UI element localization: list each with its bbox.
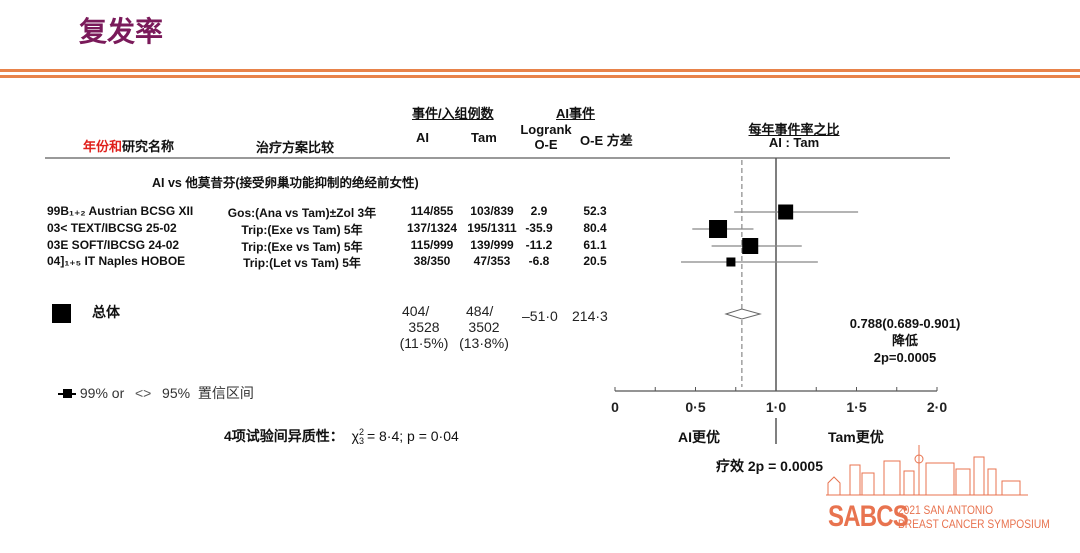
study-oe: -35.9 (525, 221, 553, 235)
divider (0, 69, 1080, 72)
overall-ai: 404/3528 (11·5%) (396, 303, 452, 351)
logo-brand: SABCS (828, 500, 909, 533)
events-header: 事件/入组例数 (412, 106, 494, 121)
chi-sup: 2 (358, 427, 364, 438)
study-ai: 114/855 (410, 204, 454, 218)
study-header-suffix: 研究名称 (122, 139, 175, 154)
ratio-header: 每年事件率之比 (748, 122, 840, 137)
tam-col-header: Tam (471, 130, 497, 145)
divider (0, 75, 1080, 78)
study-point (726, 257, 736, 267)
study-treatment: Trip:(Exe vs Tam) 5年 (241, 223, 363, 237)
heterogeneity: 4项试验间异质性： χ 2 3 = 8·4; p = 0·04 (224, 426, 459, 446)
logo-line1: 2021 SAN ANTONIO (898, 503, 994, 517)
overall-square-icon (52, 304, 71, 323)
overall-ai-2: 3528 (408, 319, 440, 335)
legend: 99% or <> 95% 置信区间 (58, 383, 254, 403)
legend-ci95: 95% (162, 385, 191, 401)
study-study: 03E SOFT/IBCSG 24-02 (47, 238, 180, 252)
legend-ci99: 99% or (79, 385, 125, 401)
study-header-prefix: 年份和 (83, 139, 123, 154)
study-ai: 38/350 (413, 254, 451, 268)
favours-tam: Tam更优 (828, 429, 884, 445)
study-header: 年份和研究名称 (83, 136, 174, 155)
study-var: 52.3 (583, 204, 607, 218)
ratio-subheader: AI : Tam (768, 135, 820, 150)
study-oe: -6.8 (528, 254, 550, 268)
result-line3: 2p=0.0005 (873, 350, 937, 365)
study-study: 99B₁₊₂ Austrian BCSG XII (47, 204, 194, 218)
x-tick-label: 0·5 (685, 399, 705, 415)
study-tam: 47/353 (473, 254, 511, 268)
overall-var: 214·3 (572, 308, 608, 324)
overall-diamond (724, 308, 762, 320)
study-oe: 2.9 (530, 204, 548, 218)
study-treatment: Trip:(Exe vs Tam) 5年 (241, 240, 363, 254)
ai-col-header: AI (416, 130, 429, 145)
study-var: 20.5 (583, 254, 607, 268)
study-study: 03< TEXT/IBCSG 25-02 (47, 221, 177, 235)
treatment-header: 治疗方案比较 (256, 140, 335, 155)
study-tam: 195/1311 (467, 221, 517, 235)
overall-oe: –51·0 (522, 308, 558, 324)
overall-label: 总体 (92, 304, 120, 320)
study-tam: 103/839 (470, 204, 514, 218)
study-oe: -11.2 (525, 238, 553, 252)
overall-ai-1: 404/ (402, 303, 430, 319)
heterogeneity-label: 4项试验间异质性： (224, 428, 344, 444)
study-var: 80.4 (583, 221, 607, 235)
ai-events-header: AI事件 (556, 106, 596, 121)
study-treatment: Trip:(Let vs Tam) 5年 (243, 256, 361, 270)
overall-tam-2: 3502 (468, 319, 500, 335)
overall-tam-3: (13·8%) (459, 335, 509, 351)
page-title: 复发率 (79, 16, 164, 47)
study-treatment: Gos:(Ana vs Tam)±Zol 3年 (227, 206, 377, 220)
x-tick-label: 0 (611, 399, 619, 415)
overall-ai-3: (11·5%) (399, 335, 449, 351)
result-line1: 0.788(0.689-0.901) (849, 316, 961, 331)
sabcs-logo: SABCS 2021 SAN ANTONIO BREAST CANCER SYMP… (826, 443, 1050, 543)
study-tam: 139/999 (470, 238, 514, 252)
overall-tam-1: 484/ (466, 303, 494, 319)
study-point (709, 220, 728, 238)
x-tick-label: 2·0 (927, 399, 947, 415)
result-summary: 0.788(0.689-0.901) 降低 2p=0.0005 (820, 315, 990, 366)
logrank-header: Logrank O-E (518, 122, 574, 152)
study-ai: 137/1324 (406, 221, 458, 235)
skyline-icon (826, 445, 1028, 496)
study-ai: 115/999 (410, 238, 454, 252)
overall-tam: 484/3502 (13·8%) (456, 303, 512, 351)
effect-p: 疗效 2p = 0.0005 (716, 458, 824, 474)
study-var: 61.1 (583, 238, 607, 252)
x-tick-label: 1·0 (766, 399, 786, 415)
heterogeneity-stat: χ 2 3 = 8·4; p = 0·04 (351, 427, 459, 447)
logrank-line1: Logrank (520, 122, 572, 137)
legend-ci-label: 置信区间 (197, 385, 254, 401)
ci99-square-icon (58, 389, 76, 399)
heterogeneity-rest: = 8·4; p = 0·04 (366, 428, 459, 444)
favours-ai: AI更优 (678, 429, 720, 445)
logo-text: 2021 SAN ANTONIO BREAST CANCER SYMPOSIUM (898, 503, 1050, 531)
study-point (778, 204, 794, 220)
section-label: AI vs 他莫昔芬(接受卵巢功能抑制的绝经前女性) (152, 176, 419, 190)
chi-sub: 3 (358, 436, 364, 447)
result-line2: 降低 (891, 333, 918, 348)
logrank-line2: O-E (534, 137, 558, 152)
x-tick-label: 1·5 (846, 399, 866, 415)
ci95-diamond-icon: <> (134, 385, 152, 401)
chi-symbol: χ (351, 428, 359, 444)
study-point (742, 238, 759, 254)
logo-line2: BREAST CANCER SYMPOSIUM (898, 517, 1050, 531)
study-study: 04]₁₊₅ IT Naples HOBOE (47, 254, 186, 268)
variance-header: O-E 方差 (580, 133, 633, 148)
